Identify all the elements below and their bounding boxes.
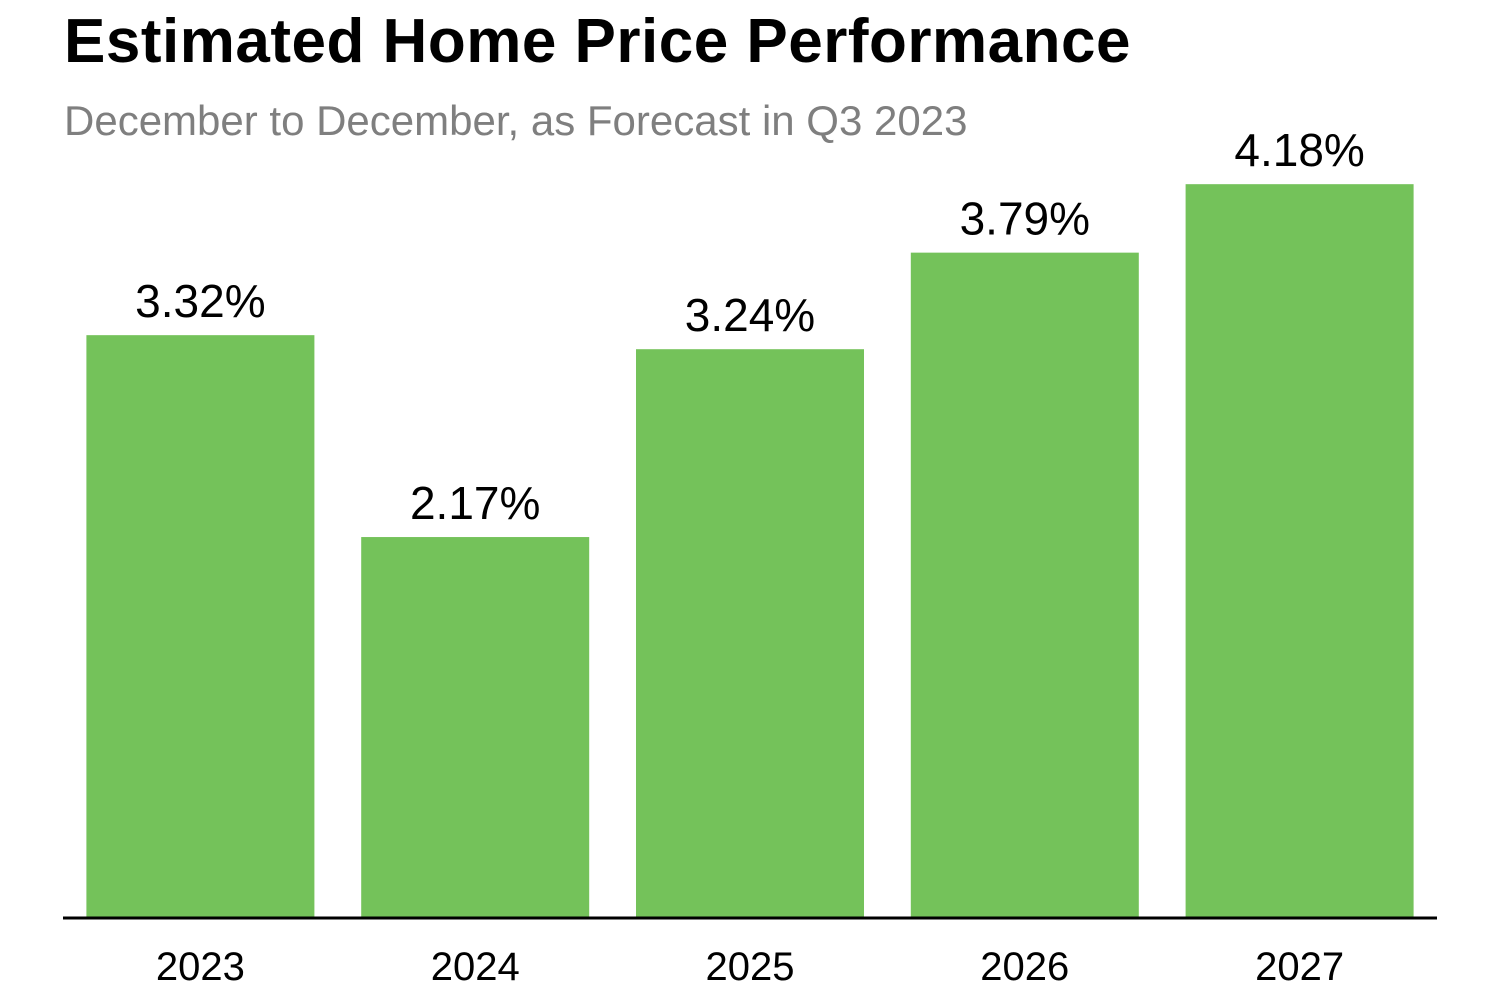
value-label-2026: 3.79% <box>960 193 1090 245</box>
x-tick-label-2026: 2026 <box>980 945 1069 989</box>
bars-layer <box>86 184 1414 919</box>
value-label-2025: 3.24% <box>685 289 815 341</box>
bar-2025 <box>636 349 864 918</box>
value-labels-layer: 3.32% 2.17% 3.24% 3.79% 4.18% <box>135 124 1365 529</box>
value-label-2024: 2.17% <box>410 477 540 529</box>
bar-2027 <box>1185 184 1414 918</box>
x-tick-label-2024: 2024 <box>431 945 520 989</box>
x-tick-label-2023: 2023 <box>156 945 245 989</box>
tick-labels-layer: 2023 2024 2025 2026 2027 <box>156 945 1344 989</box>
value-label-2023: 3.32% <box>135 275 265 327</box>
chart-title: Estimated Home Price Performance <box>64 7 1131 76</box>
chart-subtitle: December to December, as Forecast in Q3 … <box>64 97 968 144</box>
x-tick-label-2027: 2027 <box>1255 945 1344 989</box>
bar-2026 <box>910 252 1139 919</box>
x-tick-label-2025: 2025 <box>706 945 795 989</box>
bar-2023 <box>86 335 315 919</box>
value-label-2027: 4.18% <box>1234 124 1364 176</box>
bar-2024 <box>361 537 590 918</box>
